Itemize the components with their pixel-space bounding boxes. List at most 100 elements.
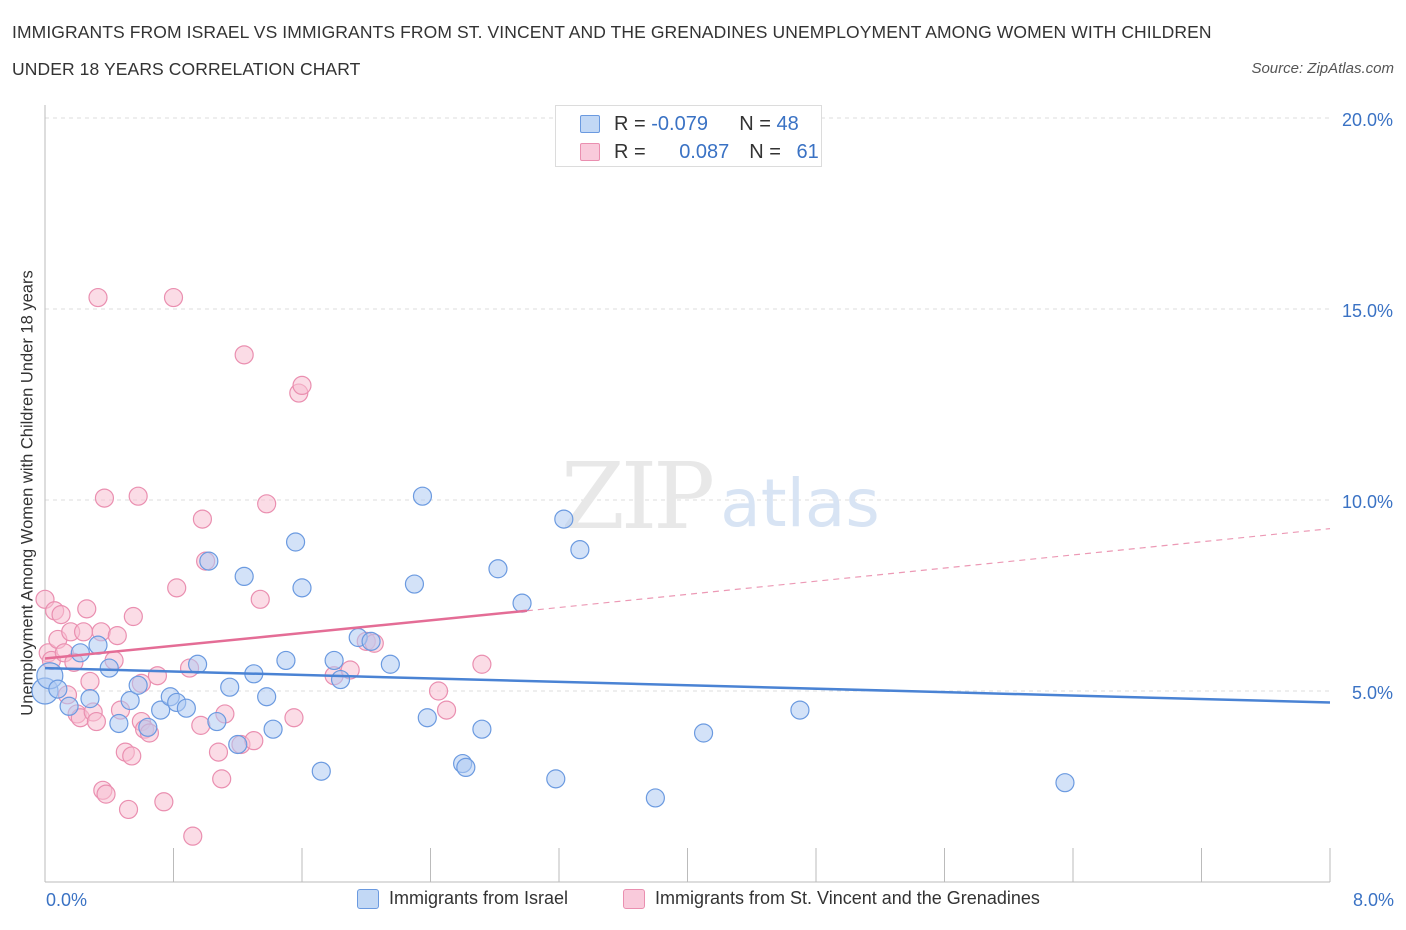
israel-point <box>412 486 433 506</box>
israel-point <box>80 689 100 709</box>
israel-point <box>285 532 306 552</box>
stvincent-point <box>96 784 116 804</box>
stvincent-point <box>77 599 97 619</box>
watermark-zip: ZIP <box>561 443 712 550</box>
stvincent-point <box>234 345 254 365</box>
chart-title: IMMIGRANTS FROM ISRAEL VS IMMIGRANTS FRO… <box>12 22 1212 79</box>
legend-n-label: N = <box>739 112 777 135</box>
legend-item-israel[interactable]: Immigrants from Israel <box>357 888 568 909</box>
israel-point <box>138 717 158 737</box>
legend-r-value: 0.087 <box>679 140 730 163</box>
stvincent-point <box>257 494 277 514</box>
israel-point <box>472 719 492 739</box>
israel-point <box>1055 773 1075 793</box>
series-stvincent-points <box>35 287 492 846</box>
stvincent-point <box>147 666 168 686</box>
israel-point <box>324 650 344 671</box>
legend-n-value: 61 <box>796 140 819 163</box>
israel-point <box>207 711 227 732</box>
israel-point <box>570 540 590 560</box>
stvincent-point <box>88 287 108 308</box>
stvincent-point <box>123 606 143 627</box>
israel-point <box>292 578 312 598</box>
x-tick-max: 8.0% <box>1352 890 1394 910</box>
stvincent-point <box>212 769 232 789</box>
stvincent-point <box>167 578 187 598</box>
legend-label-israel: Immigrants from Israel <box>389 888 569 908</box>
legend-r-label: R = <box>614 140 652 163</box>
legend-item-stvincent[interactable]: Immigrants from St. Vincent and the Gren… <box>623 888 1040 909</box>
stvincent-point <box>94 488 115 508</box>
israel-point <box>59 696 79 716</box>
legend-r-label: R = <box>614 112 652 135</box>
legend-swatch-stvincent <box>580 143 600 161</box>
series-legend: Immigrants from Israel Immigrants from S… <box>0 888 1406 916</box>
stvincent-point <box>80 671 100 692</box>
stvincent-point <box>107 626 127 646</box>
israel-point <box>554 509 574 529</box>
israel-point <box>199 551 219 571</box>
x-tick-min: 0.0% <box>46 890 88 910</box>
israel-point <box>151 700 171 720</box>
legend-swatch-israel <box>580 115 600 133</box>
israel-point <box>404 574 425 594</box>
israel-point <box>546 769 566 789</box>
israel-point <box>417 708 437 728</box>
y-tick-label: 20.0% <box>1342 110 1393 130</box>
trend-lines <box>44 528 1331 704</box>
stvincent-point <box>191 715 211 735</box>
stvincent-point <box>250 589 270 609</box>
stvincent-point <box>244 731 264 751</box>
y-tick-label: 15.0% <box>1342 301 1393 321</box>
israel-point <box>380 654 400 674</box>
stvincent-point <box>122 746 142 766</box>
israel-point <box>693 723 714 743</box>
israel-point <box>330 669 351 690</box>
correlation-legend: R = -0.079 N = 48 R = 0.087 N = 61 <box>555 105 822 167</box>
stvincent-point <box>154 792 174 812</box>
stvincent-point <box>73 622 94 642</box>
stvincent-point <box>128 486 148 506</box>
y-tick-labels: 5.0% 10.0% 15.0% 20.0% <box>1342 110 1393 703</box>
legend-row-stvincent: R = 0.087 N = 61 <box>580 139 819 165</box>
y-tick-label: 10.0% <box>1342 492 1393 512</box>
watermark: ZIP atlas <box>561 443 880 550</box>
gridlines <box>45 117 1330 692</box>
israel-point <box>790 700 810 720</box>
legend-label-stvincent: Immigrants from St. Vincent and the Gren… <box>655 888 1040 908</box>
israel-point <box>109 713 129 734</box>
israel-point <box>220 677 240 697</box>
israel-point <box>187 654 208 674</box>
israel-point <box>48 679 68 699</box>
stvincent-point <box>472 654 492 674</box>
israel-point <box>176 698 196 718</box>
legend-swatch-israel <box>357 888 379 909</box>
stvincent-point <box>163 287 184 308</box>
legend-n-value: 48 <box>776 112 799 135</box>
stvincent-point <box>284 708 304 728</box>
series-israel-points <box>31 486 1075 808</box>
trend-extension-stvincent <box>526 528 1331 612</box>
trend-line-stvincent <box>44 609 527 660</box>
stvincent-point <box>208 742 229 762</box>
stvincent-point <box>428 681 449 701</box>
legend-r-value: -0.079 <box>651 112 708 135</box>
israel-point <box>512 593 532 613</box>
stvincent-point <box>86 711 107 732</box>
legend-swatch-stvincent <box>623 888 645 909</box>
stvincent-point <box>183 826 203 846</box>
watermark-atlas: atlas <box>720 465 880 542</box>
israel-point <box>263 719 283 739</box>
legend-n-label: N = <box>749 140 787 163</box>
stvincent-point <box>292 375 312 395</box>
israel-point <box>120 690 140 711</box>
israel-point <box>70 643 90 663</box>
israel-point <box>99 658 119 678</box>
source-label: Source: ZipAtlas.com <box>1251 60 1394 77</box>
israel-point <box>276 650 296 671</box>
israel-point <box>361 631 381 651</box>
israel-point <box>488 559 508 579</box>
israel-point <box>311 761 331 781</box>
israel-point <box>257 687 277 707</box>
